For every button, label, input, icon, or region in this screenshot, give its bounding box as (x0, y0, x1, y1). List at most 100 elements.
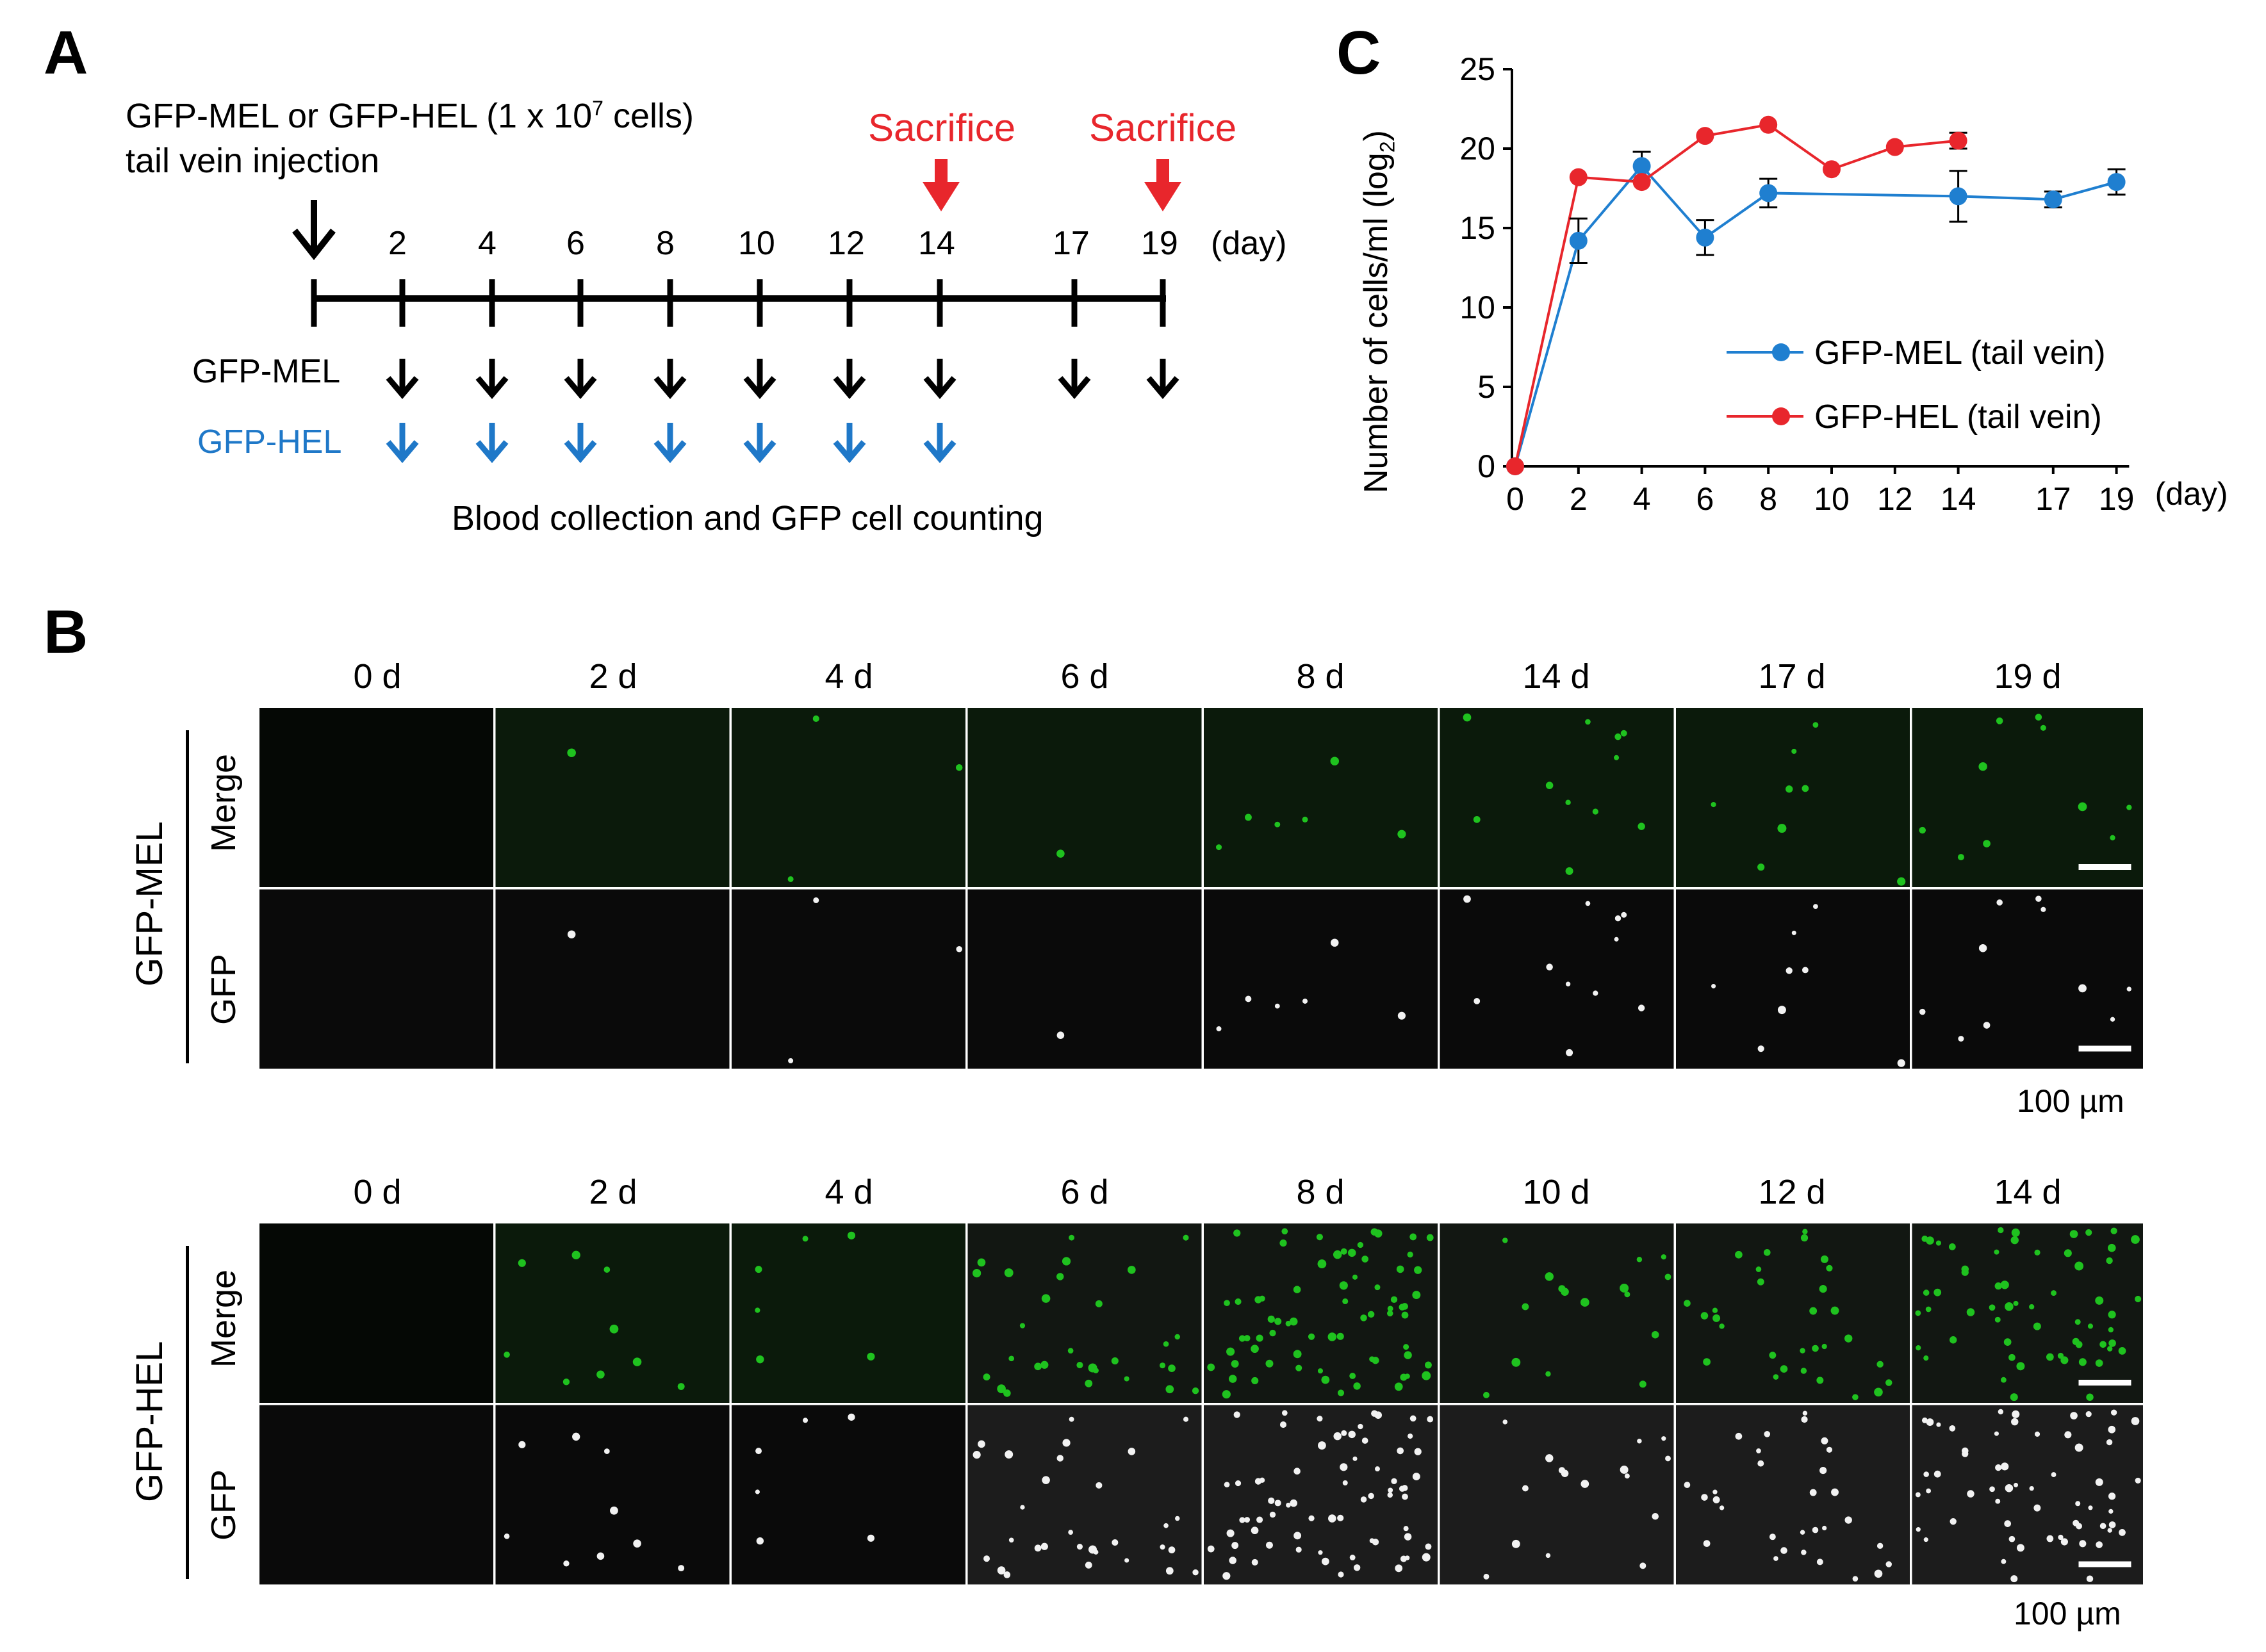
merge-image-6 (1676, 708, 1910, 887)
x-tick-label: 0 (1506, 481, 1524, 517)
hel-group-bracket (186, 1246, 189, 1579)
hel-col-label-3: 6 d (1060, 1173, 1109, 1211)
data-point-1 (1949, 131, 1967, 150)
scale-bar-gfp (2078, 1045, 2131, 1052)
chart-y-axis-label: Number of cells/ml (log2) (1357, 130, 1399, 493)
hel-row-label-merge: Merge (204, 1269, 243, 1368)
mel-col-label-5: 14 d (1522, 657, 1590, 696)
x-tick-label: 2 (1570, 481, 1588, 517)
sacrifice-arrow-14-icon (923, 159, 960, 211)
data-point-0 (1949, 187, 1967, 206)
mel-col-label-4: 8 d (1296, 657, 1345, 696)
mel-col-label-6: 17 d (1758, 657, 1826, 696)
gfp-image-0 (259, 889, 493, 1069)
gfp-image-4 (1204, 1405, 1438, 1585)
hel-col-label-0: 0 d (353, 1173, 402, 1211)
merge-image-6 (1676, 1223, 1910, 1403)
mel-group-label: GFP-MEL (129, 821, 170, 986)
legend-label-0: GFP-MEL (tail vein) (1814, 334, 2106, 372)
y-tick-label: 5 (1477, 369, 1495, 405)
scale-bar-merge (2078, 864, 2131, 870)
data-point-0 (2107, 173, 2126, 192)
data-point-0 (1696, 228, 1714, 247)
ylabel-main: Number of cells/ml (log (1358, 152, 1395, 493)
gfp-image-6 (1676, 1405, 1910, 1585)
ylabel-end: ) (1358, 130, 1395, 142)
data-point-1 (1885, 138, 1904, 156)
merge-image-3 (967, 708, 1202, 887)
day-tick-10: 10 (738, 225, 775, 262)
injection-route: tail vein injection (126, 142, 380, 180)
hel-col-label-4: 8 d (1296, 1173, 1345, 1211)
x-tick-label: 17 (2035, 481, 2071, 517)
merge-image-0 (259, 708, 493, 887)
gfp-image-3 (967, 889, 1202, 1069)
hel-group-label: GFP-HEL (129, 1341, 170, 1502)
hel-collection-arrows (388, 423, 954, 459)
timeline-diagram (292, 159, 1181, 551)
data-point-1 (1759, 115, 1778, 134)
hel-col-label-5: 10 d (1522, 1173, 1590, 1211)
x-tick-label: 19 (2099, 481, 2135, 517)
gfp-image-1 (495, 1405, 730, 1585)
merge-image-1 (495, 1223, 730, 1403)
legend-marker-0 (1772, 343, 1790, 361)
injection-description: GFP-MEL or GFP-HEL (1 x 107 cells) (126, 96, 694, 136)
y-tick-label: 0 (1477, 448, 1495, 484)
data-point-1 (1823, 160, 1841, 179)
mel-scale-label: 100 µm (2017, 1083, 2124, 1119)
data-point-1 (1506, 457, 1524, 475)
growth-chart: 0 5 10 15 20 25 0 2 4 6 8 10 12 14 17 19 (day) GFP-MEL (t… (1459, 51, 2228, 517)
merge-image-4 (1204, 708, 1438, 887)
gfp-image-7 (1912, 1405, 2143, 1585)
sacrifice-label-14: Sacrifice (868, 106, 1016, 149)
ylabel-sub: 2 (1375, 141, 1399, 153)
mel-col-label-7: 19 d (1994, 657, 2062, 696)
data-point-0 (1759, 184, 1778, 202)
merge-image-0 (259, 1223, 493, 1403)
hel-scale-label: 100 µm (2014, 1596, 2121, 1632)
day-tick-8: 8 (656, 225, 675, 262)
merge-image-3 (967, 1223, 1202, 1403)
timeline-caption: Blood collection and GFP cell counting (452, 499, 1044, 537)
gfp-image-2 (732, 889, 965, 1069)
series-line-1 (1514, 123, 1958, 467)
hel-col-label-1: 2 d (589, 1173, 637, 1211)
scale-bar-merge (2078, 1380, 2131, 1386)
day-tick-19: 19 (1141, 225, 1178, 262)
mel-micrographs (259, 708, 2143, 1069)
hel-col-label-7: 14 d (1994, 1173, 2062, 1211)
injection-text: GFP-MEL or GFP-HEL (1 x 10 (126, 97, 593, 135)
gfp-image-3 (967, 1405, 1202, 1585)
merge-image-2 (732, 708, 965, 887)
injection-text-end: cells) (603, 97, 694, 135)
mel-col-label-0: 0 d (353, 657, 402, 696)
day-unit-label: (day) (1211, 225, 1287, 262)
hel-micrographs (259, 1223, 2143, 1585)
scale-bar-gfp (2078, 1561, 2131, 1567)
mel-col-label-2: 4 d (825, 657, 873, 696)
merge-image-5 (1440, 708, 1674, 887)
row-label-hel: GFP-HEL (197, 423, 342, 461)
injection-arrow-icon (292, 200, 336, 261)
gfp-image-5 (1440, 1405, 1674, 1585)
gfp-image-0 (259, 1405, 493, 1585)
x-tick-label: 8 (1759, 481, 1777, 517)
day-tick-6: 6 (566, 225, 585, 262)
panel-c-letter: C (1336, 19, 1381, 87)
mel-row-label-gfp: GFP (204, 953, 243, 1025)
day-tick-14: 14 (918, 225, 955, 262)
mel-group-bracket (186, 730, 189, 1063)
gfp-image-1 (495, 889, 730, 1069)
hel-col-label-2: 4 d (825, 1173, 873, 1211)
gfp-image-4 (1204, 889, 1438, 1069)
gfp-image-7 (1912, 889, 2143, 1069)
legend-label-1: GFP-HEL (tail vein) (1814, 398, 2102, 436)
y-tick-label: 20 (1459, 131, 1495, 167)
injection-exponent: 7 (592, 97, 603, 120)
day-tick-12: 12 (828, 225, 865, 262)
hel-col-label-6: 12 d (1758, 1173, 1826, 1211)
data-point-0 (1632, 157, 1651, 176)
merge-image-7 (1912, 1223, 2143, 1403)
legend-marker-1 (1772, 407, 1790, 425)
